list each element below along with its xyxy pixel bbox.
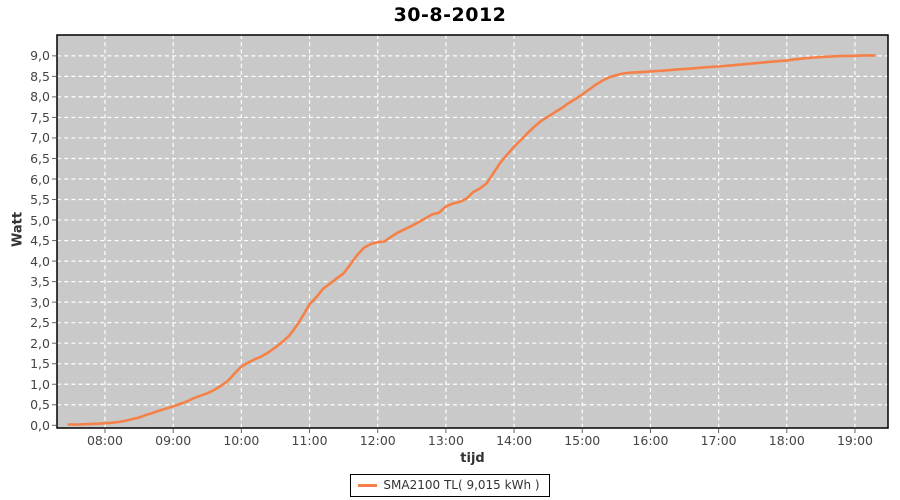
y-tick-label: 8,0 [30, 89, 50, 105]
x-tick-label: 14:00 [496, 433, 533, 448]
chart-title: 30-8-2012 [393, 4, 507, 26]
y-tick-label: 4,0 [30, 253, 50, 269]
y-tick-label: 9,0 [30, 48, 50, 64]
legend: SMA2100 TL( 9,015 kWh ) [350, 474, 550, 497]
x-tick-label: 11:00 [291, 433, 328, 448]
x-axis-title: tijd [460, 451, 485, 466]
y-axis-title: Watt [10, 211, 26, 248]
x-tick-label: 19:00 [836, 433, 873, 448]
x-tick-label: 17:00 [700, 433, 737, 448]
y-tick-label: 7,0 [30, 130, 50, 146]
x-tick-label: 09:00 [155, 433, 192, 448]
y-tick-label: 4,5 [30, 233, 50, 249]
x-tick-label: 16:00 [632, 433, 669, 448]
y-tick-label: 3,5 [30, 274, 50, 290]
legend-label: SMA2100 TL( 9,015 kWh ) [383, 478, 540, 492]
y-tick-label: 0,0 [30, 417, 50, 433]
legend-line-swatch [358, 483, 378, 487]
y-tick-label: 5,5 [30, 192, 50, 208]
y-tick-label: 5,0 [30, 212, 50, 228]
y-tick-label: 6,5 [30, 150, 50, 166]
y-tick-label: 7,5 [30, 109, 50, 125]
y-tick-label: 0,5 [30, 397, 50, 413]
x-tick-label: 13:00 [427, 433, 464, 448]
plot-border [56, 34, 889, 429]
y-tick-label: 1,5 [30, 356, 50, 372]
x-tick-label: 18:00 [768, 433, 805, 448]
y-tick-label: 1,0 [30, 376, 50, 392]
y-tick-label: 2,5 [30, 315, 50, 331]
x-tick-label: 08:00 [86, 433, 124, 448]
y-tick-label: 2,0 [30, 335, 50, 351]
y-tick-label: 3,0 [30, 294, 50, 310]
x-tick-label: 10:00 [223, 433, 260, 448]
y-tick-label: 6,0 [30, 171, 50, 187]
x-tick-label: 12:00 [359, 433, 396, 448]
x-tick-label: 15:00 [564, 433, 601, 448]
series-line [67, 54, 876, 426]
y-tick-label: 8,5 [30, 68, 50, 84]
plot-background [57, 35, 888, 428]
